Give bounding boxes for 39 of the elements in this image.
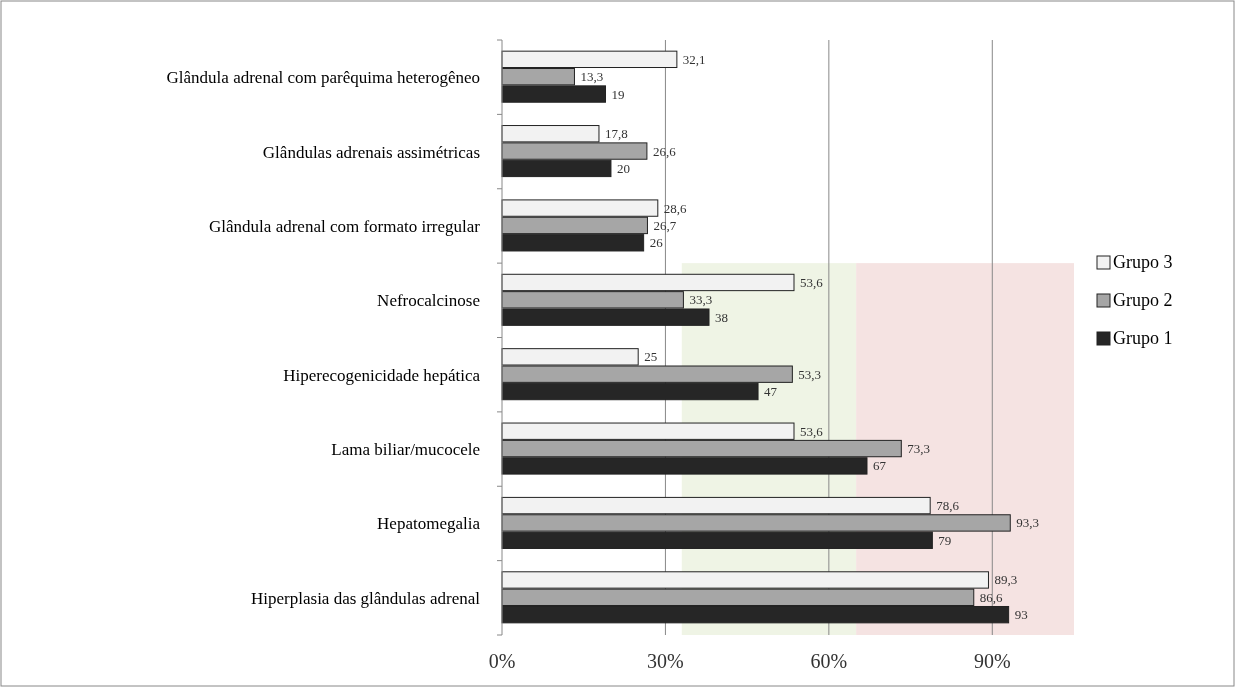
- data-label: 79: [938, 532, 952, 548]
- y-tick-label: Glândula adrenal com parêquima heterogêneo: [166, 68, 480, 88]
- data-label: 32,1: [682, 51, 706, 67]
- data-label: 25: [644, 349, 658, 365]
- x-tick-label: 30%: [647, 650, 684, 672]
- data-label: 33,3: [689, 292, 713, 308]
- x-tick-label: 0%: [488, 650, 516, 672]
- y-tick-label: Nefrocalcinose: [377, 291, 480, 311]
- data-label: 20: [616, 160, 630, 176]
- x-tick-label: 60%: [810, 650, 848, 672]
- data-label: 93,3: [1016, 515, 1040, 531]
- data-label: 67: [872, 458, 887, 474]
- data-label: 26,7: [653, 217, 677, 233]
- legend-label: Grupo 3: [1113, 252, 1173, 272]
- y-tick-label: Glândula adrenal com formato irregular: [209, 216, 481, 236]
- y-tick-label: Lama biliar/mucocele: [331, 440, 480, 460]
- data-label: 93: [1014, 607, 1028, 623]
- legend-label: Grupo 1: [1113, 328, 1173, 348]
- data-label: 26,6: [652, 143, 677, 159]
- y-tick-label: Hiperecogenicidade hepática: [283, 365, 481, 385]
- y-tick-label: Hepatomegalia: [377, 514, 481, 534]
- data-label: 53,6: [799, 423, 824, 439]
- data-label: 38: [715, 309, 729, 325]
- data-label: 47: [764, 384, 778, 400]
- data-label: 17,8: [604, 126, 628, 142]
- y-tick-label: Hiperplasia das glândulas adrenal: [251, 588, 481, 608]
- y-tick-label: Glândulas adrenais assimétricas: [262, 142, 480, 162]
- data-label: 13,3: [580, 69, 604, 85]
- data-label: 19: [611, 86, 625, 102]
- data-label: 86,6: [979, 589, 1004, 605]
- data-label: 73,3: [907, 441, 931, 457]
- x-tick-label: 90%: [973, 650, 1011, 672]
- data-label: 26: [649, 235, 664, 251]
- legend-label: Grupo 2: [1113, 290, 1173, 310]
- data-label: 53,6: [799, 274, 824, 290]
- data-label: 53,3: [798, 366, 822, 382]
- data-label: 89,3: [994, 572, 1018, 588]
- data-label: 78,6: [936, 498, 960, 514]
- data-label: 28,6: [663, 200, 688, 216]
